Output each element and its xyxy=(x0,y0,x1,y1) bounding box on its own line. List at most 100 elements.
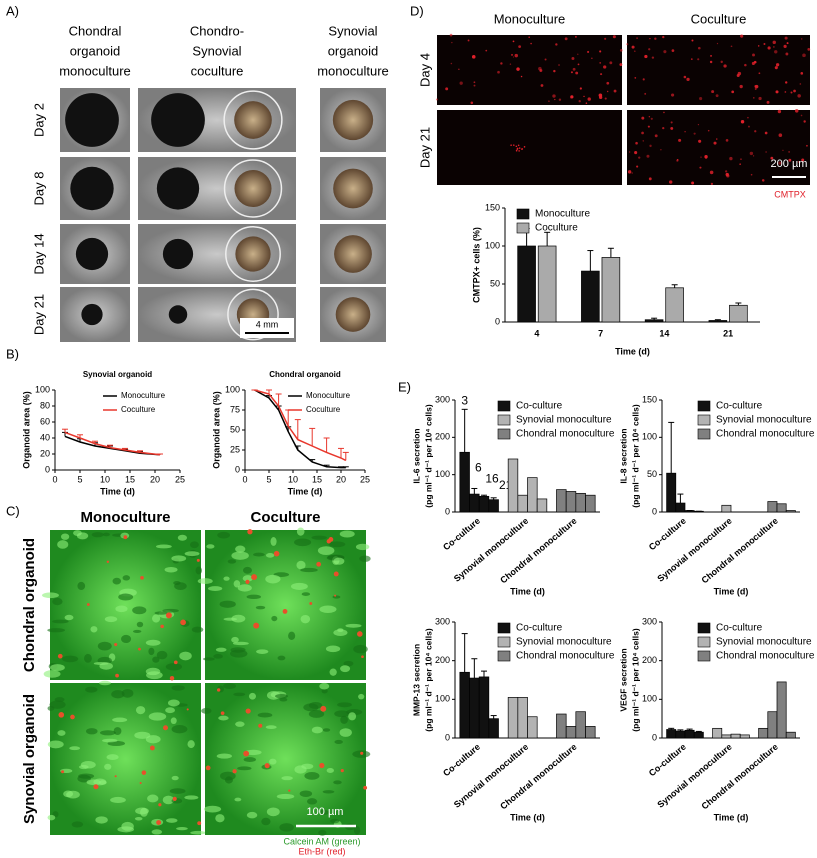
cell xyxy=(288,631,296,641)
bar xyxy=(527,477,538,513)
cell xyxy=(800,114,803,117)
row-label: Day 8 xyxy=(31,172,46,206)
cell xyxy=(234,797,242,802)
cell xyxy=(725,172,729,177)
cell xyxy=(690,58,693,60)
cell xyxy=(739,84,743,89)
dead-cell xyxy=(115,673,119,678)
cell xyxy=(339,530,355,538)
dead-cell xyxy=(232,769,237,774)
chondral-organoid xyxy=(156,167,200,210)
bar xyxy=(785,731,796,739)
micrograph xyxy=(205,683,366,835)
scale-label: 200 µm xyxy=(771,158,808,170)
dead-cell xyxy=(282,608,288,614)
row-label: Day 14 xyxy=(31,233,46,274)
y-tick-label: 80 xyxy=(40,400,50,410)
bar xyxy=(712,727,723,739)
y-tick-label: 200 xyxy=(435,655,450,665)
cell xyxy=(676,158,679,161)
cell xyxy=(54,697,65,702)
cell xyxy=(279,697,288,702)
legend-label: Synovial monoculture xyxy=(516,415,612,426)
y-axis-label: Organoid area (%) xyxy=(211,391,221,469)
cell xyxy=(572,67,576,71)
cell xyxy=(786,42,789,45)
legend-label: Monoculture xyxy=(535,209,590,220)
cell xyxy=(485,49,488,52)
cell xyxy=(343,660,354,667)
cell xyxy=(202,657,215,661)
scale-label: 4 mm xyxy=(256,319,279,329)
cell xyxy=(71,821,84,828)
legend-label: Chondral monoculture xyxy=(716,651,815,662)
well xyxy=(223,90,283,150)
cell xyxy=(649,144,652,148)
column-header: organoid xyxy=(70,43,121,58)
cell xyxy=(176,826,188,831)
cell xyxy=(326,768,334,773)
cell xyxy=(778,161,782,165)
cell xyxy=(758,72,761,75)
legend-label: Synovial monoculture xyxy=(716,415,812,426)
cell xyxy=(697,46,701,50)
cell xyxy=(805,144,808,147)
dead-cell xyxy=(114,642,118,647)
y-axis-label: (pg ml⁻¹ d⁻¹ per 10⁴ cells) xyxy=(423,628,433,732)
synovial-organoid xyxy=(234,101,272,139)
cell xyxy=(512,144,515,146)
dead-cell xyxy=(93,784,99,790)
cell xyxy=(62,655,79,663)
cell xyxy=(650,117,653,120)
dead-cell xyxy=(320,705,327,712)
dead-cell xyxy=(288,789,291,792)
cell xyxy=(165,663,183,671)
column-header: monoculture xyxy=(317,63,389,78)
well xyxy=(225,226,281,282)
chondral-organoid xyxy=(70,166,114,211)
x-tick-label: Synovial monoculture xyxy=(655,742,733,810)
cell xyxy=(739,163,741,165)
column-header: coculture xyxy=(191,63,244,78)
y-tick-label: 0 xyxy=(45,464,50,474)
bar xyxy=(758,727,769,739)
row-label: Day 21 xyxy=(31,294,46,335)
chart-title: Synovial organoid xyxy=(83,370,152,379)
dead-cell xyxy=(58,712,65,718)
bar xyxy=(693,731,704,739)
cell xyxy=(709,60,713,64)
dead-cell xyxy=(106,560,110,564)
cell xyxy=(790,91,793,94)
cell xyxy=(577,53,579,55)
cell xyxy=(301,592,311,596)
cell xyxy=(436,98,438,101)
legend-swatch xyxy=(497,400,511,412)
cell xyxy=(268,758,277,765)
column-header: Coculture xyxy=(250,509,320,526)
dead-cell xyxy=(197,821,202,826)
bar-label: 16 xyxy=(485,471,499,485)
cell xyxy=(319,682,330,690)
cell xyxy=(511,53,514,56)
cell xyxy=(520,75,523,78)
cell xyxy=(171,555,187,562)
cell xyxy=(232,641,249,646)
cell xyxy=(279,823,294,832)
cell xyxy=(43,670,61,678)
stain-label: Eth-Br (red) xyxy=(298,846,345,856)
cell xyxy=(517,144,520,147)
y-tick-label: 75 xyxy=(230,404,240,414)
cell xyxy=(243,757,256,762)
dead-cell xyxy=(328,536,334,542)
cell xyxy=(748,125,750,128)
cell xyxy=(47,628,66,633)
cell xyxy=(773,46,775,48)
dead-cell xyxy=(70,714,75,720)
cell xyxy=(671,93,675,97)
x-tick-label: 0 xyxy=(52,474,57,484)
cell xyxy=(648,48,651,51)
cell xyxy=(606,81,610,85)
cell xyxy=(215,647,227,652)
line-series xyxy=(254,389,347,462)
bar xyxy=(776,681,787,739)
